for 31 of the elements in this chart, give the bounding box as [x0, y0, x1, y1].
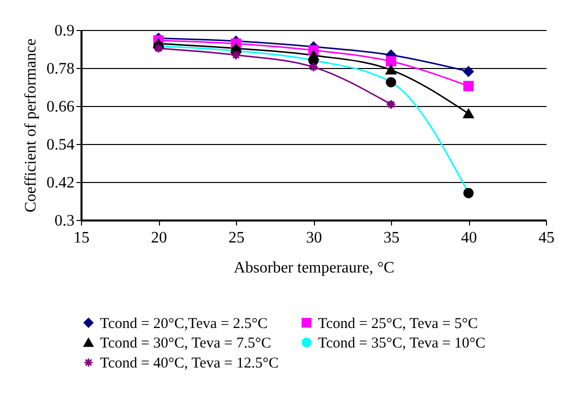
legend-label: Tcond = 25°C, Teva = 5°C	[318, 316, 478, 332]
x-tick-label: 30	[306, 230, 322, 246]
legend-label: Tcond = 20°C,Teva = 2.5°C	[100, 316, 268, 332]
point	[386, 99, 396, 110]
x-tick-label: 40	[461, 230, 477, 246]
legend-label: Tcond = 35°C, Teva = 10°C	[318, 336, 486, 352]
x-tick-label: 45	[538, 230, 554, 246]
legend-label: Tcond = 40°C, Teva = 12.5°C	[100, 356, 279, 372]
point	[153, 43, 164, 54]
y-tick-label: 0.3	[54, 212, 74, 230]
y-tick-label: 0.42	[46, 174, 74, 192]
y-axis-title: Coefficient of performance	[22, 38, 40, 212]
x-tick-label: 15	[74, 230, 90, 246]
point	[386, 56, 396, 67]
x-axis-title: Absorber temperaure, °C	[234, 260, 394, 276]
point	[463, 188, 474, 198]
y-tick-label: 0.78	[46, 60, 74, 78]
point	[386, 77, 396, 88]
point	[463, 108, 474, 118]
point	[463, 66, 474, 77]
y-tick-label: 0.66	[46, 98, 74, 116]
point	[463, 80, 474, 92]
x-tick-label: 35	[384, 230, 400, 246]
y-tick-label: 0.54	[46, 136, 74, 154]
y-tick-label: 0.9	[54, 22, 74, 40]
x-tick-label: 25	[228, 230, 244, 246]
point	[308, 62, 319, 72]
legend-label: Tcond = 30°C, Teva = 7.5°C	[100, 336, 272, 352]
x-tick-label: 20	[151, 230, 167, 246]
point	[230, 50, 242, 60]
point	[386, 65, 396, 75]
